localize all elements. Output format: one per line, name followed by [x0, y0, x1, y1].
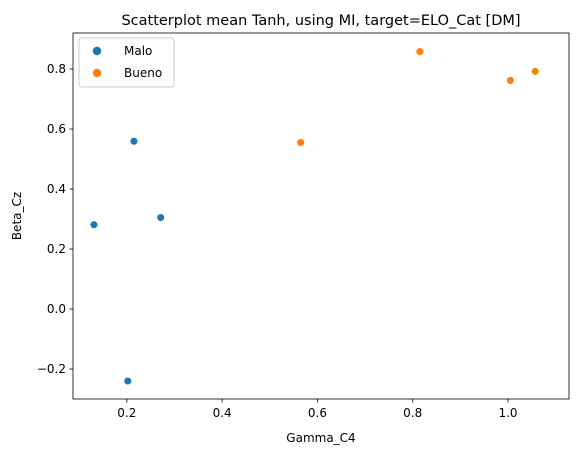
x-tick-label: 1.0: [498, 406, 517, 420]
data-point-malo: [89, 220, 99, 229]
legend-marker-malo: [92, 46, 102, 56]
y-tick-label: 0.0: [47, 302, 66, 316]
data-point-malo: [123, 376, 133, 386]
y-tick-label: −0.2: [37, 362, 66, 376]
legend-marker-bueno: [92, 68, 102, 78]
y-tick-label: 0.8: [47, 62, 66, 76]
y-tick-label: 0.6: [47, 122, 66, 136]
data-point-malo: [156, 213, 165, 222]
chart-title: Scatterplot mean Tanh, using MI, target=…: [121, 13, 520, 29]
y-axis-label: Beta_Cz: [10, 192, 24, 240]
data-point-bueno: [530, 67, 540, 76]
legend: Malo Bueno: [78, 37, 175, 88]
x-tick-label: 0.8: [403, 406, 422, 420]
legend-box: [78, 37, 175, 88]
legend-label-bueno: Bueno: [124, 66, 162, 80]
x-tick-label: 0.4: [213, 406, 232, 420]
data-point-bueno: [415, 47, 425, 56]
y-tick-label: 0.4: [47, 182, 66, 196]
data-point-bueno: [506, 76, 515, 85]
x-axis-ticks: 0.2 0.4 0.6 0.8 1.0: [117, 399, 518, 420]
x-tick-label: 0.6: [308, 406, 327, 420]
x-axis-label: Gamma_C4: [286, 431, 355, 445]
legend-label-malo: Malo: [124, 44, 152, 58]
data-points: [89, 47, 540, 386]
plot-area-frame: [72, 32, 570, 400]
data-point-malo: [129, 137, 139, 146]
y-tick-label: 0.2: [47, 242, 66, 256]
x-tick-label: 0.2: [117, 406, 136, 420]
y-axis-ticks: −0.2 0.0 0.2 0.4 0.6 0.8: [37, 62, 73, 376]
data-point-bueno: [296, 138, 306, 147]
